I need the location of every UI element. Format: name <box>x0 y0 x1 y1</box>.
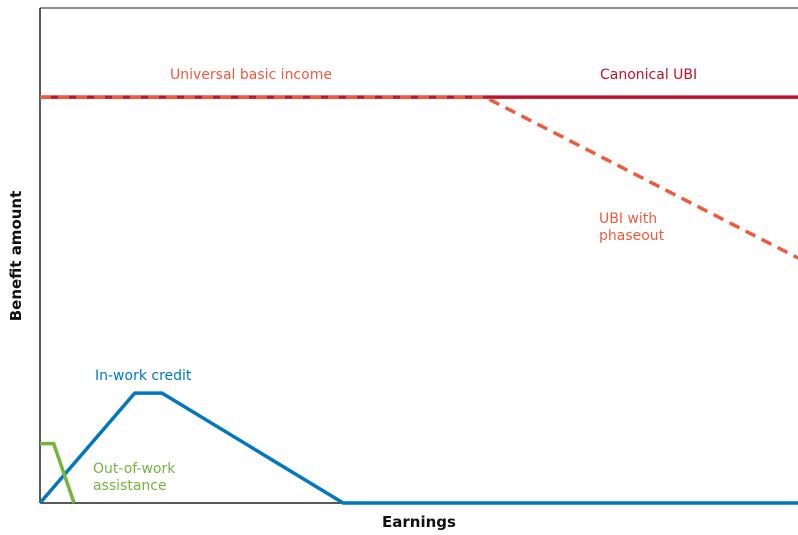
x-axis-title: Earnings <box>382 513 456 531</box>
series-label: In-work credit <box>95 368 192 384</box>
series-line <box>38 391 798 505</box>
series-label: Universal basic income <box>170 67 332 83</box>
series-label: Out-of-work assistance <box>93 461 176 494</box>
series-line <box>40 95 798 260</box>
series-label: Canonical UBI <box>600 67 698 83</box>
series-label: UBI with phaseout <box>599 211 665 244</box>
series-line <box>40 441 76 504</box>
y-axis-title: Benefit amount <box>7 191 25 322</box>
